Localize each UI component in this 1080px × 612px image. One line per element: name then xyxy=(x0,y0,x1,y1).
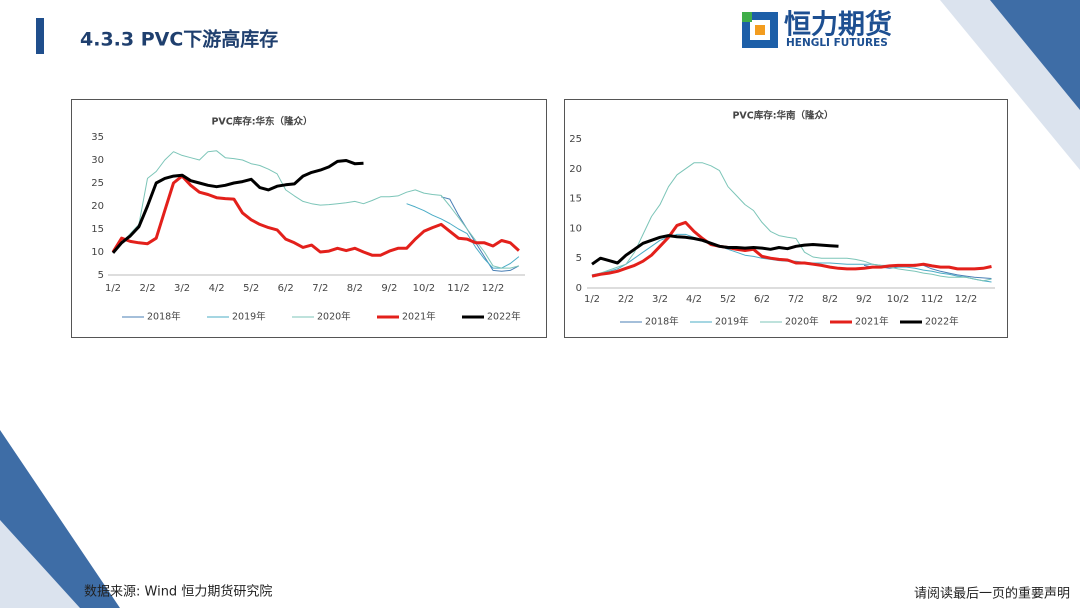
chart-title: PVC库存:华东（隆众） xyxy=(211,116,312,128)
y-tick-label: 5 xyxy=(98,270,104,281)
x-tick-label: 11/2 xyxy=(921,294,943,305)
x-tick-label: 2/2 xyxy=(139,283,155,294)
x-tick-label: 1/2 xyxy=(105,283,121,294)
logo-subtitle: HENGLI FUTURES xyxy=(786,37,888,49)
logo-icon xyxy=(755,25,765,35)
x-tick-label: 10/2 xyxy=(887,294,909,305)
source-note: 数据来源: Wind 恒力期货研究院 xyxy=(84,584,272,600)
x-tick-label: 3/2 xyxy=(174,283,190,294)
x-tick-label: 12/2 xyxy=(482,283,504,294)
logo-name: 恒力期货 xyxy=(784,9,892,41)
x-tick-label: 4/2 xyxy=(209,283,225,294)
legend-label: 2021年 xyxy=(402,311,436,323)
series-line xyxy=(441,196,520,272)
y-tick-label: 10 xyxy=(91,247,104,258)
legend-label: 2020年 xyxy=(317,311,351,323)
x-tick-label: 5/2 xyxy=(243,283,259,294)
y-tick-label: 0 xyxy=(576,283,582,294)
y-tick-label: 20 xyxy=(91,201,104,212)
x-tick-label: 5/2 xyxy=(720,294,736,305)
legend-label: 2022年 xyxy=(925,316,959,328)
x-tick-label: 7/2 xyxy=(312,283,328,294)
series-line xyxy=(112,150,520,269)
series-line xyxy=(591,162,992,282)
chart-frame xyxy=(71,99,547,338)
legend-label: 2018年 xyxy=(147,311,181,323)
corner-decor xyxy=(990,0,1080,110)
y-tick-label: 25 xyxy=(569,134,582,145)
x-tick-label: 11/2 xyxy=(447,283,469,294)
x-tick-label: 9/2 xyxy=(381,283,397,294)
y-tick-label: 10 xyxy=(569,223,582,234)
x-tick-label: 7/2 xyxy=(788,294,804,305)
x-tick-label: 8/2 xyxy=(347,283,363,294)
legend-label: 2021年 xyxy=(855,316,889,328)
x-tick-label: 6/2 xyxy=(754,294,770,305)
legend-label: 2022年 xyxy=(487,311,521,323)
legend-label: 2020年 xyxy=(785,316,819,328)
legend-label: 2018年 xyxy=(645,316,679,328)
x-tick-label: 9/2 xyxy=(856,294,872,305)
slide-title: 4.3.3 PVC下游高库存 xyxy=(80,28,278,51)
x-tick-label: 6/2 xyxy=(278,283,294,294)
title-bar xyxy=(36,18,44,54)
chart-frame xyxy=(564,99,1008,338)
series-line xyxy=(591,220,992,278)
x-tick-label: 8/2 xyxy=(822,294,838,305)
series-line xyxy=(111,159,364,254)
x-tick-label: 12/2 xyxy=(955,294,977,305)
x-tick-label: 10/2 xyxy=(413,283,435,294)
y-tick-label: 5 xyxy=(576,253,582,264)
y-tick-label: 15 xyxy=(91,224,104,235)
series-line xyxy=(591,234,839,266)
y-tick-label: 20 xyxy=(569,164,582,175)
y-tick-label: 25 xyxy=(91,178,104,189)
disclaimer: 请阅读最后一页的重要声明 xyxy=(914,586,1070,602)
x-tick-label: 4/2 xyxy=(686,294,702,305)
x-tick-label: 1/2 xyxy=(584,294,600,305)
logo: 恒力期货 HENGLI FUTURES xyxy=(742,9,892,49)
x-tick-label: 3/2 xyxy=(652,294,668,305)
x-tick-label: 2/2 xyxy=(618,294,634,305)
logo-icon xyxy=(742,12,752,22)
legend-label: 2019年 xyxy=(715,316,749,328)
y-tick-label: 15 xyxy=(569,194,582,205)
y-tick-label: 35 xyxy=(91,132,104,143)
chart-title: PVC库存:华南（隆众） xyxy=(732,110,833,122)
legend-label: 2019年 xyxy=(232,311,266,323)
y-tick-label: 30 xyxy=(91,155,104,166)
corner-decor xyxy=(0,520,80,608)
series-line xyxy=(111,174,520,257)
